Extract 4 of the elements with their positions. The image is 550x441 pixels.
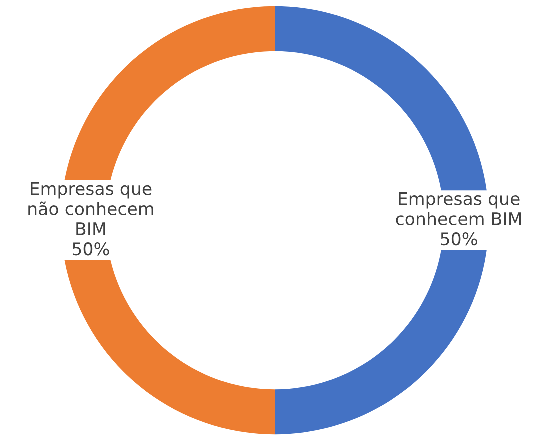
data-label: 50%: [73, 242, 110, 256]
data-label: 50%: [441, 232, 478, 246]
slice-label: Empresas que conhecem BIM: [396, 192, 522, 226]
slice-label: Empresas que não conhecem BIM: [28, 182, 154, 236]
